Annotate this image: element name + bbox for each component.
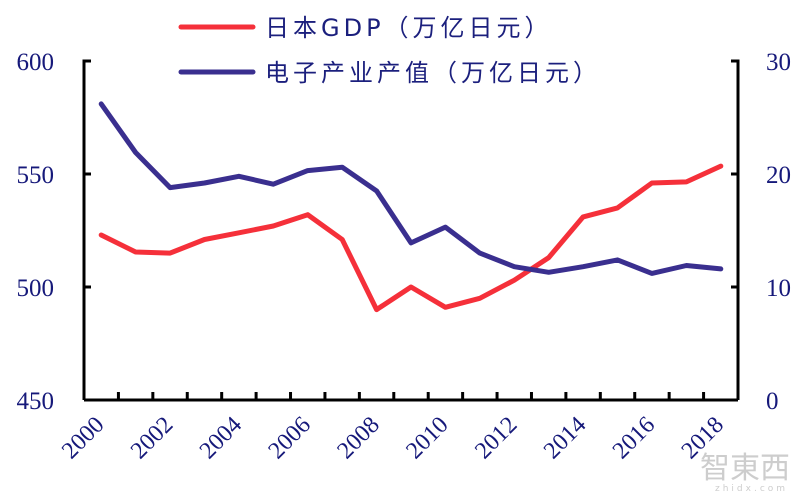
right-y-axis [731,59,740,400]
x-tick-label: 2004 [195,412,247,464]
x-tick-label: 2010 [401,412,453,464]
legend-item-electronics: 电子产业产值（万亿日元） [178,59,601,87]
right-y-tick-label: 20 [766,162,791,189]
x-tick-label: 2006 [264,412,316,464]
left-y-tick-label: 600 [17,49,55,76]
left-y-tick-label: 550 [17,162,55,189]
right-y-tick-label: 0 [766,388,779,415]
x-tick-label: 2014 [539,412,591,464]
watermark: 智東西 zhidx.com [700,451,790,494]
legend: 日本GDP（万亿日元） 电子产业产值（万亿日元） [178,14,601,87]
x-tick-label: 2008 [332,412,384,464]
legend-item-gdp: 日本GDP（万亿日元） [178,14,553,42]
left-y-tick-label: 500 [17,275,55,302]
legend-label-electronics: 电子产业产值（万亿日元） [265,59,601,87]
series-group [98,101,724,313]
left-y-tick-label: 450 [17,388,55,415]
series-line-japan-gdp [98,163,724,313]
right-y-tick-label: 30 [766,49,791,76]
x-tick-label: 2000 [57,412,109,464]
x-tick-label: 2016 [608,412,660,464]
watermark-url: zhidx.com [715,484,788,494]
legend-label-gdp: 日本GDP（万亿日元） [265,14,553,42]
series-line-electronics-output [98,101,724,276]
right-y-tick-label: 10 [766,275,791,302]
watermark-logo: 智東西 [700,451,790,486]
x-ticks: 2000 2002 2004 2006 2008 2010 2012 2014 2016 2018 [57,392,729,464]
left-y-axis [82,59,91,400]
x-tick-label: 2012 [470,412,522,464]
left-y-ticks: 450 500 550 600 [17,49,91,415]
x-tick-label: 2002 [126,412,178,464]
right-y-ticks: 0 10 20 30 [731,49,791,415]
axes: 450 500 550 600 0 10 20 30 2000 2002 2004 2006 200… [17,49,792,464]
